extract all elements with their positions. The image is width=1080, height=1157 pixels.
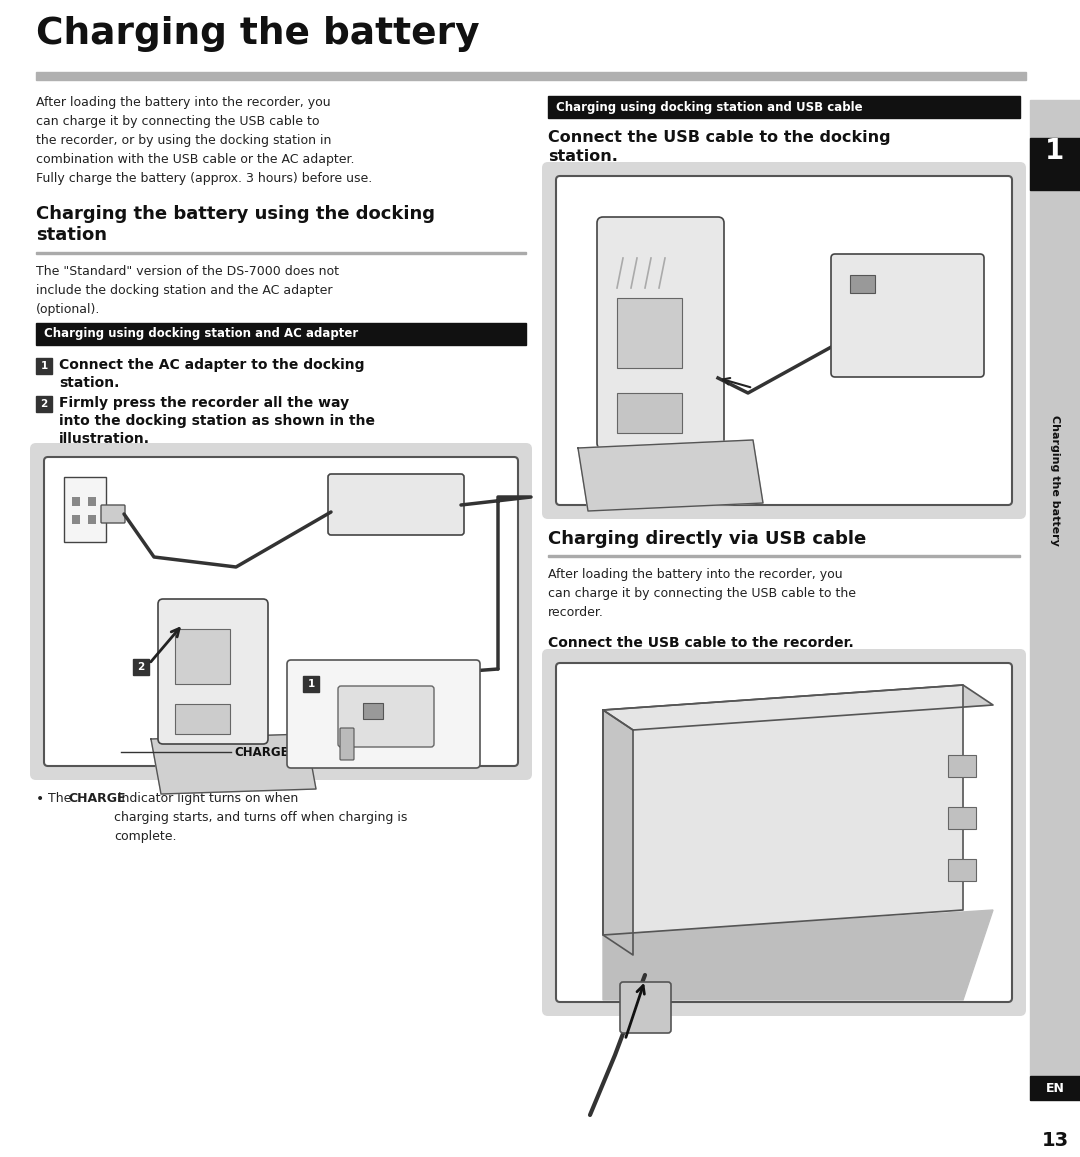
Text: CHARGE: CHARGE	[68, 793, 125, 805]
FancyBboxPatch shape	[102, 504, 125, 523]
FancyBboxPatch shape	[556, 176, 1012, 504]
Bar	[617, 299, 681, 368]
FancyBboxPatch shape	[287, 659, 480, 768]
Polygon shape	[603, 685, 993, 730]
Bar	[87, 498, 96, 506]
Text: Charging the battery using the docking
station: Charging the battery using the docking s…	[36, 205, 435, 244]
Text: 1: 1	[1045, 137, 1065, 165]
Text: Charging using docking station and USB cable: Charging using docking station and USB c…	[556, 101, 863, 113]
Text: The "Standard" version of the DS-7000 does not
include the docking station and t: The "Standard" version of the DS-7000 do…	[36, 265, 339, 316]
Text: Charging using docking station and AC adapter: Charging using docking station and AC ad…	[44, 327, 359, 340]
FancyBboxPatch shape	[556, 663, 1012, 1002]
Polygon shape	[578, 440, 762, 511]
Bar	[948, 756, 976, 778]
Bar	[617, 393, 681, 433]
Text: After loading the battery into the recorder, you
can charge it by connecting the: After loading the battery into the recor…	[36, 96, 373, 185]
Text: The: The	[48, 793, 76, 805]
Text: 2: 2	[40, 399, 48, 410]
Bar	[36, 358, 52, 374]
FancyBboxPatch shape	[340, 728, 354, 760]
Text: After loading the battery into the recorder, you
can charge it by connecting the: After loading the battery into the recor…	[548, 568, 856, 619]
Text: Firmly press the recorder all the way
into the docking station as shown in the
i: Firmly press the recorder all the way in…	[59, 396, 375, 445]
FancyBboxPatch shape	[328, 474, 464, 535]
Text: Charging the battery: Charging the battery	[36, 16, 480, 52]
Bar	[175, 703, 230, 734]
Bar	[72, 515, 80, 524]
Bar	[72, 498, 80, 506]
Text: Connect the AC adapter to the docking
station.: Connect the AC adapter to the docking st…	[59, 358, 365, 390]
Bar	[363, 703, 383, 718]
Bar	[133, 659, 149, 675]
FancyBboxPatch shape	[158, 599, 268, 744]
Bar	[948, 806, 976, 830]
Text: indicator light: indicator light	[282, 745, 368, 759]
Text: Connect the USB cable to the recorder.: Connect the USB cable to the recorder.	[548, 636, 854, 650]
FancyBboxPatch shape	[44, 457, 518, 766]
Bar	[175, 629, 230, 684]
Bar	[1030, 138, 1080, 190]
Text: •: •	[36, 793, 44, 806]
Bar	[548, 555, 1020, 557]
Bar	[1030, 100, 1080, 1075]
Text: 1: 1	[308, 679, 314, 690]
Text: indicator light turns on when
charging starts, and turns off when charging is
co: indicator light turns on when charging s…	[114, 793, 407, 843]
Polygon shape	[151, 734, 316, 794]
Polygon shape	[603, 685, 963, 935]
Bar	[64, 477, 106, 541]
Text: CHARGE: CHARGE	[234, 745, 288, 759]
Text: 1: 1	[40, 361, 48, 371]
Text: 2: 2	[137, 662, 145, 672]
Text: Charging directly via USB cable: Charging directly via USB cable	[548, 530, 866, 548]
FancyBboxPatch shape	[620, 982, 671, 1033]
Polygon shape	[603, 911, 993, 1000]
Text: Charging the battery: Charging the battery	[1050, 414, 1059, 545]
FancyBboxPatch shape	[542, 162, 1026, 519]
Bar	[1030, 1076, 1080, 1100]
Bar	[36, 72, 1026, 80]
FancyBboxPatch shape	[831, 255, 984, 377]
Bar	[850, 275, 875, 293]
Bar	[36, 323, 526, 345]
Text: Connect the USB cable to the docking
station.: Connect the USB cable to the docking sta…	[548, 130, 891, 163]
FancyBboxPatch shape	[338, 686, 434, 747]
Polygon shape	[603, 710, 633, 955]
Bar	[303, 676, 319, 692]
FancyBboxPatch shape	[30, 443, 532, 780]
FancyBboxPatch shape	[542, 649, 1026, 1016]
Text: 13: 13	[1041, 1130, 1068, 1150]
Bar	[87, 515, 96, 524]
Bar	[36, 252, 526, 255]
Bar	[36, 396, 52, 412]
Text: EN: EN	[1045, 1082, 1065, 1095]
FancyBboxPatch shape	[597, 218, 724, 449]
Bar	[548, 96, 1020, 118]
Bar	[948, 858, 976, 880]
